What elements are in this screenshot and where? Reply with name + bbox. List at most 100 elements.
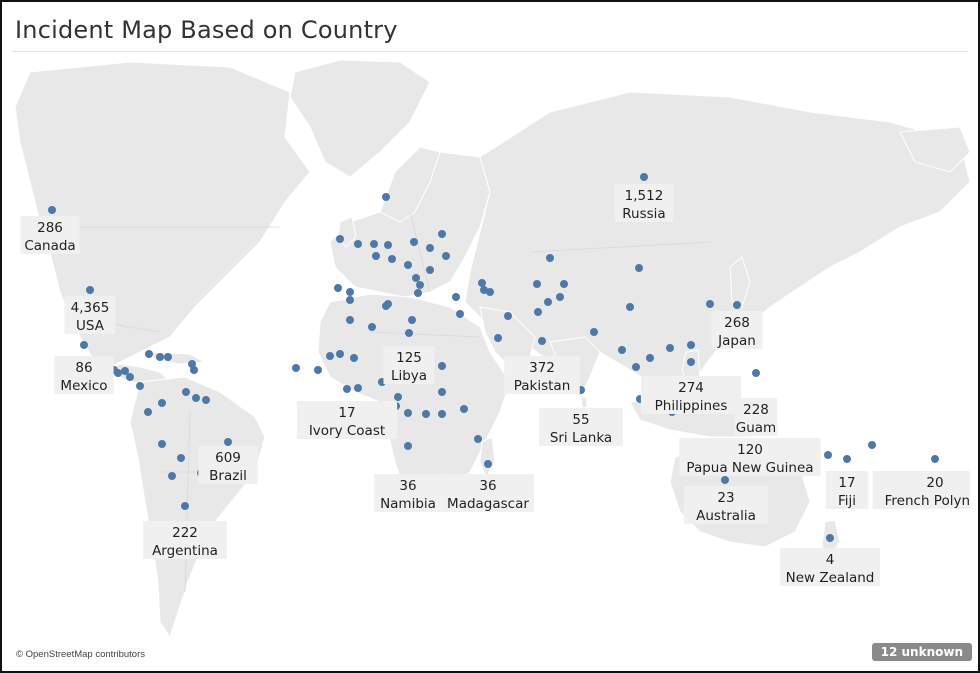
- incident-dot-libya[interactable]: [405, 329, 413, 337]
- incident-dot[interactable]: [404, 261, 412, 269]
- incident-dot[interactable]: [336, 235, 344, 243]
- incident-dot[interactable]: [632, 363, 640, 371]
- incident-dot[interactable]: [486, 288, 494, 296]
- country-label-brazil: 609 Brazil: [198, 446, 258, 484]
- incident-dot[interactable]: [182, 388, 190, 396]
- incident-dot-new-zealand[interactable]: [826, 534, 834, 542]
- incident-dot[interactable]: [346, 316, 354, 324]
- incident-dot[interactable]: [442, 252, 450, 260]
- incident-dot[interactable]: [456, 310, 464, 318]
- unknown-locations-badge[interactable]: 12 unknown: [871, 643, 972, 661]
- incident-dot[interactable]: [544, 298, 552, 306]
- incident-dot-australia[interactable]: [721, 476, 729, 484]
- incident-dot-japan[interactable]: [733, 301, 741, 309]
- incident-dot[interactable]: [868, 441, 876, 449]
- incident-dot[interactable]: [560, 280, 568, 288]
- incident-dot[interactable]: [546, 254, 554, 262]
- incident-dot[interactable]: [824, 451, 832, 459]
- incident-dot[interactable]: [121, 367, 129, 375]
- incident-dot[interactable]: [410, 238, 418, 246]
- incident-dot[interactable]: [177, 454, 185, 462]
- incident-dot[interactable]: [202, 396, 210, 404]
- incident-dot[interactable]: [346, 296, 354, 304]
- incident-dots-layer[interactable]: [48, 173, 939, 542]
- incident-dot-brazil[interactable]: [224, 438, 232, 446]
- incident-dot[interactable]: [354, 384, 362, 392]
- incident-dot[interactable]: [635, 264, 643, 272]
- incident-dot[interactable]: [438, 230, 446, 238]
- incident-dot[interactable]: [136, 382, 144, 390]
- incident-dot[interactable]: [384, 241, 392, 249]
- incident-dot[interactable]: [438, 410, 446, 418]
- incident-dot[interactable]: [412, 274, 420, 282]
- incident-dot[interactable]: [314, 366, 322, 374]
- incident-dot[interactable]: [388, 255, 396, 263]
- incident-dot[interactable]: [384, 300, 392, 308]
- incident-dot[interactable]: [426, 266, 434, 274]
- incident-dot[interactable]: [534, 308, 542, 316]
- incident-dot[interactable]: [190, 366, 198, 374]
- incident-dot-fiji[interactable]: [843, 455, 851, 463]
- incident-dot-argentina[interactable]: [181, 502, 189, 510]
- incident-dot[interactable]: [126, 373, 134, 381]
- incident-dot-usa[interactable]: [86, 286, 94, 294]
- incident-dot[interactable]: [706, 300, 714, 308]
- incident-dot[interactable]: [422, 410, 430, 418]
- incident-dot[interactable]: [326, 352, 334, 360]
- incident-dot[interactable]: [452, 293, 460, 301]
- incident-dot-pakistan[interactable]: [538, 337, 546, 345]
- incident-dot[interactable]: [350, 354, 358, 362]
- incident-dot[interactable]: [494, 334, 502, 342]
- incident-dot[interactable]: [504, 312, 512, 320]
- incident-dot[interactable]: [114, 369, 122, 377]
- incident-dot[interactable]: [394, 393, 402, 401]
- incident-dot[interactable]: [346, 288, 354, 296]
- incident-dot[interactable]: [164, 353, 172, 361]
- incident-dot[interactable]: [626, 303, 634, 311]
- incident-dot-guam[interactable]: [752, 369, 760, 377]
- map-canvas[interactable]: 286 Canada 4,365 USA 86 Mexico 609 Brazil 222 Arg…: [10, 52, 978, 664]
- incident-dot[interactable]: [618, 346, 626, 354]
- incident-dot[interactable]: [687, 341, 695, 349]
- incident-dot[interactable]: [666, 344, 674, 352]
- incident-dot[interactable]: [478, 279, 486, 287]
- incident-dot[interactable]: [372, 252, 380, 260]
- incident-dot[interactable]: [646, 354, 654, 362]
- incident-dot-mexico[interactable]: [80, 341, 88, 349]
- incident-dot[interactable]: [533, 280, 541, 288]
- incident-dot[interactable]: [438, 388, 446, 396]
- incident-dot-ivory-coast[interactable]: [343, 385, 351, 393]
- incident-dot[interactable]: [368, 323, 376, 331]
- incident-dot[interactable]: [370, 240, 378, 248]
- incident-dot[interactable]: [416, 281, 424, 289]
- incident-dot[interactable]: [382, 193, 390, 201]
- incident-dot-namibia[interactable]: [404, 442, 412, 450]
- incident-dot-russia[interactable]: [640, 173, 648, 181]
- incident-dot[interactable]: [144, 408, 152, 416]
- incident-dot[interactable]: [158, 399, 166, 407]
- incident-dot-canada[interactable]: [48, 206, 56, 214]
- incident-dot[interactable]: [354, 240, 362, 248]
- world-map[interactable]: 286 Canada 4,365 USA 86 Mexico 609 Brazil 222 Arg…: [10, 52, 978, 664]
- incident-dot[interactable]: [292, 364, 300, 372]
- incident-dot-madagascar[interactable]: [484, 460, 492, 468]
- incident-dot[interactable]: [438, 362, 446, 370]
- incident-dot[interactable]: [145, 350, 153, 358]
- incident-dot[interactable]: [426, 244, 434, 252]
- map-attribution[interactable]: © OpenStreetMap contributors: [16, 649, 145, 660]
- incident-dot[interactable]: [158, 440, 166, 448]
- incident-dot-philippines[interactable]: [687, 358, 695, 366]
- incident-dot[interactable]: [590, 328, 598, 336]
- incident-dot[interactable]: [192, 394, 200, 402]
- incident-dot[interactable]: [408, 316, 416, 324]
- incident-dot[interactable]: [460, 405, 468, 413]
- incident-dot[interactable]: [336, 350, 344, 358]
- incident-dot[interactable]: [404, 409, 412, 417]
- incident-dot[interactable]: [156, 353, 164, 361]
- incident-dot-french-polynesia[interactable]: [931, 455, 939, 463]
- incident-dot[interactable]: [414, 289, 422, 297]
- incident-dot[interactable]: [334, 284, 342, 292]
- incident-dot[interactable]: [556, 293, 564, 301]
- incident-dot[interactable]: [474, 435, 482, 443]
- incident-dot[interactable]: [168, 472, 176, 480]
